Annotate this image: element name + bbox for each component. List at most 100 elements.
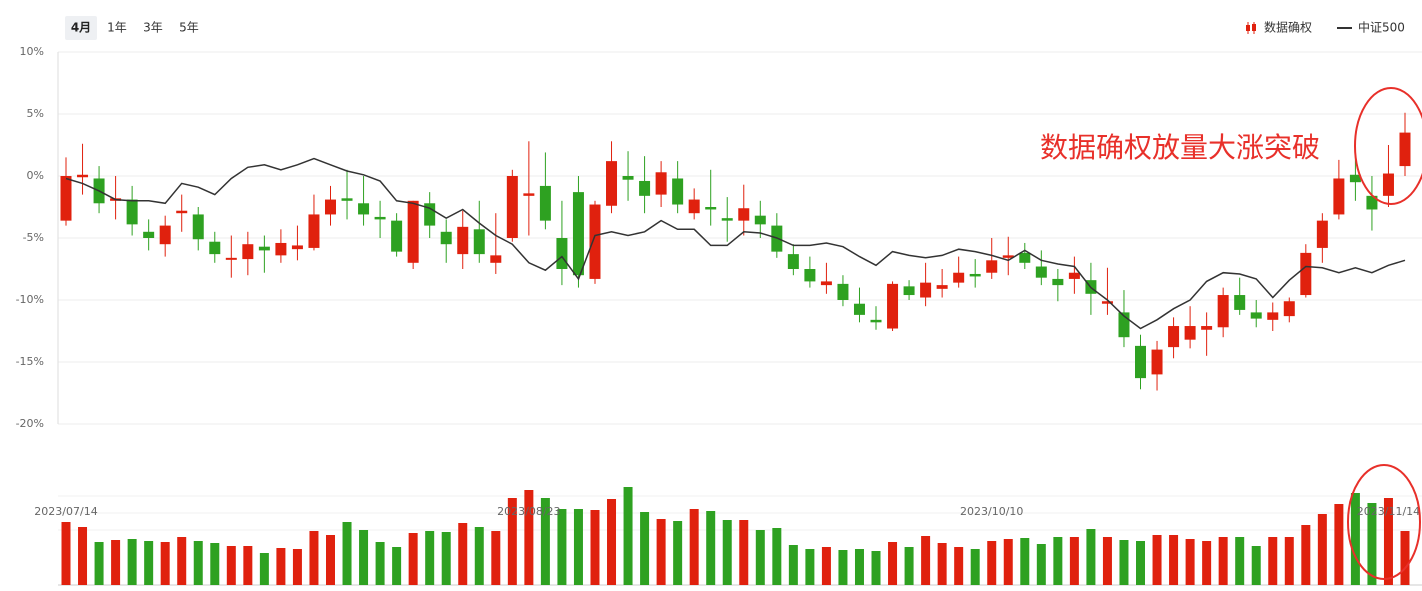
candle-body: [77, 174, 89, 178]
volume-bar: [1284, 537, 1294, 585]
candle-body: [126, 199, 138, 225]
tab[interactable]: 4月: [71, 21, 91, 35]
candle-body: [787, 254, 799, 269]
volume-bar: [342, 522, 352, 585]
candle-body: [1250, 312, 1262, 319]
candle-body: [589, 204, 601, 279]
volume-bar: [590, 510, 600, 585]
candle-body: [1019, 252, 1031, 263]
candle-body: [1035, 266, 1047, 278]
candle-body: [639, 180, 651, 196]
candle-body: [969, 273, 981, 277]
volume-bar: [1268, 537, 1278, 585]
candle-body: [424, 203, 436, 226]
candle-body: [1333, 178, 1345, 215]
volume-bar: [259, 553, 269, 585]
volume-bar: [722, 520, 732, 585]
volume-bar: [1400, 531, 1410, 585]
candle-body: [572, 192, 584, 276]
candle-body: [341, 198, 353, 201]
candle-body: [688, 199, 700, 214]
volume-bar: [755, 530, 765, 585]
candle-body: [358, 203, 370, 215]
volume-bar: [1152, 535, 1162, 585]
candle-body: [440, 231, 452, 245]
volume-bar: [888, 542, 898, 585]
volume-bar: [954, 547, 964, 585]
candle-body: [655, 172, 667, 195]
candle-body: [1382, 173, 1394, 196]
volume-bar: [871, 551, 881, 585]
candle-body: [1002, 255, 1014, 258]
legend-candle-icon: [1246, 22, 1256, 34]
volume-bar: [1235, 537, 1245, 585]
volume-bar: [805, 549, 815, 585]
candle-body: [1234, 295, 1246, 310]
volume-bar: [987, 541, 997, 585]
volume-bar: [309, 531, 319, 585]
candle-body: [192, 214, 204, 240]
candle-body: [622, 176, 634, 180]
candle-body: [672, 178, 684, 205]
x-tick-label: 2023/10/10: [960, 505, 1023, 518]
volume-bar: [210, 543, 220, 585]
volume-bar: [160, 542, 170, 585]
candle-body: [523, 193, 535, 196]
candle-body: [324, 199, 336, 215]
legend-label[interactable]: 数据确权: [1264, 20, 1312, 35]
candle-body: [903, 286, 915, 296]
volume-bar: [276, 548, 286, 585]
volume-bar: [491, 531, 501, 585]
candle-body: [738, 208, 750, 221]
candle-body: [1135, 345, 1147, 379]
volume-bar: [78, 527, 88, 585]
volume-bar: [193, 541, 203, 585]
candle-body: [820, 281, 832, 286]
volume-bar: [1136, 541, 1146, 585]
tab[interactable]: 5年: [179, 21, 199, 35]
y-tick-label: -10%: [16, 293, 44, 306]
volume-bar: [623, 487, 633, 585]
candle-body: [721, 218, 733, 221]
tab[interactable]: 1年: [107, 21, 127, 35]
volume-bar: [1350, 493, 1360, 585]
legend-label[interactable]: 中证500: [1358, 20, 1405, 35]
volume-bar: [788, 545, 798, 585]
candle-body: [60, 176, 72, 221]
candle-body: [1068, 272, 1080, 279]
volume-bar: [1383, 498, 1393, 585]
candle-body: [374, 216, 386, 220]
volume-bar: [1020, 538, 1030, 585]
volume-bar: [1036, 544, 1046, 585]
volume-bar: [144, 541, 154, 585]
volume-bar: [854, 549, 864, 585]
candle-body: [457, 226, 469, 255]
highlight-circle: [1354, 87, 1422, 205]
volume-bar: [111, 540, 121, 585]
volume-bar: [607, 499, 617, 585]
candle-body: [556, 238, 568, 269]
candle-body: [1151, 349, 1163, 375]
volume-bar: [177, 537, 187, 585]
candle-body: [1349, 174, 1361, 183]
volume-bar: [970, 549, 980, 585]
candle-body: [473, 229, 485, 255]
volume-bar: [656, 519, 666, 585]
candle-body: [606, 161, 618, 206]
candle-body: [209, 241, 221, 255]
volume-bar: [425, 531, 435, 585]
candle-body: [1217, 295, 1229, 328]
candle-body: [1168, 326, 1180, 348]
volume-bar: [673, 521, 683, 585]
volume-bar: [772, 528, 782, 585]
candle-body: [275, 242, 287, 256]
tab[interactable]: 3年: [143, 21, 163, 35]
candle-body: [920, 282, 932, 298]
volume-bar: [573, 509, 583, 585]
volume-bar: [441, 532, 451, 585]
candle-body: [1118, 312, 1130, 338]
candle-body: [1283, 301, 1295, 317]
candle-body: [1101, 301, 1113, 304]
y-tick-label: -20%: [16, 417, 44, 430]
